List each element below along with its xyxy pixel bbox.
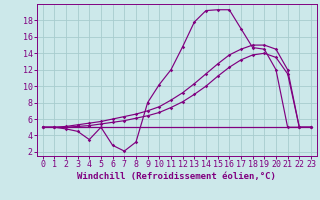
- X-axis label: Windchill (Refroidissement éolien,°C): Windchill (Refroidissement éolien,°C): [77, 172, 276, 181]
